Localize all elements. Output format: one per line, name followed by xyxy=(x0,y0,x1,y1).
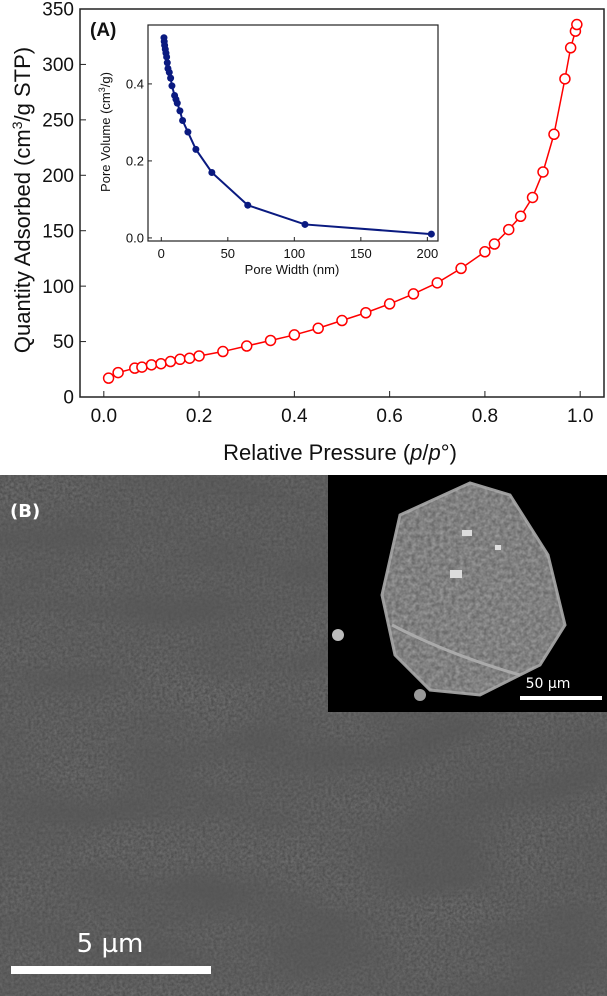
data-point xyxy=(559,73,571,85)
data-point xyxy=(336,314,348,327)
panel-label-a: (A) xyxy=(90,20,116,41)
x-tick-label: 0.2 xyxy=(186,406,212,427)
data-point xyxy=(145,359,158,371)
scale-bar-5um-label: 5 µm xyxy=(77,929,144,959)
main-plot-frame xyxy=(79,8,605,398)
y-tick-label: 0.0 xyxy=(126,230,144,245)
main-y-axis-label: Quantity Adsorbed (cm3/g STP) xyxy=(9,47,35,353)
x-tick-label: 0.6 xyxy=(376,406,402,427)
inset-x-axis-label: Pore Width (nm) xyxy=(245,262,340,277)
data-point xyxy=(537,166,549,178)
y-tick-label: 150 xyxy=(42,221,74,242)
data-point xyxy=(184,128,192,136)
inset-plot-background xyxy=(148,25,438,241)
data-point xyxy=(136,361,148,373)
data-point xyxy=(455,262,467,275)
data-point xyxy=(526,191,539,204)
y-tick-label: 0.2 xyxy=(126,153,144,168)
data-point xyxy=(164,355,177,368)
sem-particle-rim xyxy=(391,623,521,677)
data-point xyxy=(112,366,124,379)
x-tick-label: 0.0 xyxy=(91,406,117,427)
data-point xyxy=(173,99,181,107)
data-point xyxy=(165,68,173,76)
data-point xyxy=(548,128,560,141)
sem-micrograph: (B) 5 µm 50 µm xyxy=(0,475,607,996)
data-point xyxy=(514,210,527,223)
data-point xyxy=(176,107,184,115)
panel-label-b: (B) xyxy=(10,501,40,522)
data-point xyxy=(479,246,491,258)
data-point xyxy=(571,18,583,31)
data-point xyxy=(427,230,435,238)
data-point xyxy=(264,334,277,347)
data-point xyxy=(193,350,205,362)
data-point xyxy=(155,357,167,370)
x-tick-label: 0 xyxy=(158,246,165,261)
data-point xyxy=(174,353,186,366)
data-point xyxy=(360,306,372,319)
x-tick-label: 0.4 xyxy=(281,406,308,427)
data-point xyxy=(288,329,301,341)
data-point xyxy=(407,288,420,300)
y-tick-label: 0 xyxy=(63,388,74,409)
sem-inset: 50 µm xyxy=(328,475,607,712)
data-point xyxy=(102,372,115,384)
data-point xyxy=(244,201,252,209)
data-point xyxy=(431,277,444,289)
data-point xyxy=(167,74,175,82)
data-point xyxy=(502,223,515,236)
scale-bar-50um-label: 50 µm xyxy=(526,676,571,692)
data-point xyxy=(217,345,229,358)
data-point xyxy=(312,322,324,335)
data-point xyxy=(488,238,501,250)
isotherm-chart: 0.0 0.2 0.4 0.6 0.8 1.0050100150200250300350 … xyxy=(9,0,605,465)
data-point xyxy=(168,82,176,90)
main-x-axis-label: Relative Pressure (p/p°) xyxy=(223,440,457,465)
x-tick-label: 100 xyxy=(283,246,305,261)
data-point xyxy=(183,352,196,364)
data-point xyxy=(564,42,577,54)
data-point xyxy=(179,116,187,124)
scale-bar-50um xyxy=(520,696,602,700)
y-tick-label: 100 xyxy=(42,277,74,298)
x-tick-label: 0.8 xyxy=(472,406,498,427)
x-tick-label: 1.0 xyxy=(567,406,593,427)
x-tick-label: 200 xyxy=(417,246,439,261)
scale-bar-5um xyxy=(11,966,211,974)
y-tick-label: 50 xyxy=(53,332,74,353)
data-point xyxy=(301,220,309,228)
data-point xyxy=(240,340,253,352)
y-tick-label: 300 xyxy=(42,55,74,76)
data-point xyxy=(163,53,171,61)
inset-y-axis-label: Pore Volume (cm3/g) xyxy=(97,72,113,192)
y-tick-label: 200 xyxy=(42,166,74,187)
x-tick-label: 50 xyxy=(221,246,235,261)
y-tick-label: 0.4 xyxy=(126,76,144,91)
data-point xyxy=(208,168,216,176)
data-point xyxy=(383,298,396,310)
data-point xyxy=(192,145,200,153)
data-point xyxy=(163,59,171,67)
inset-plot-frame xyxy=(147,24,439,242)
x-tick-label: 150 xyxy=(350,246,372,261)
y-tick-label: 350 xyxy=(42,0,74,21)
y-tick-label: 250 xyxy=(42,111,74,132)
